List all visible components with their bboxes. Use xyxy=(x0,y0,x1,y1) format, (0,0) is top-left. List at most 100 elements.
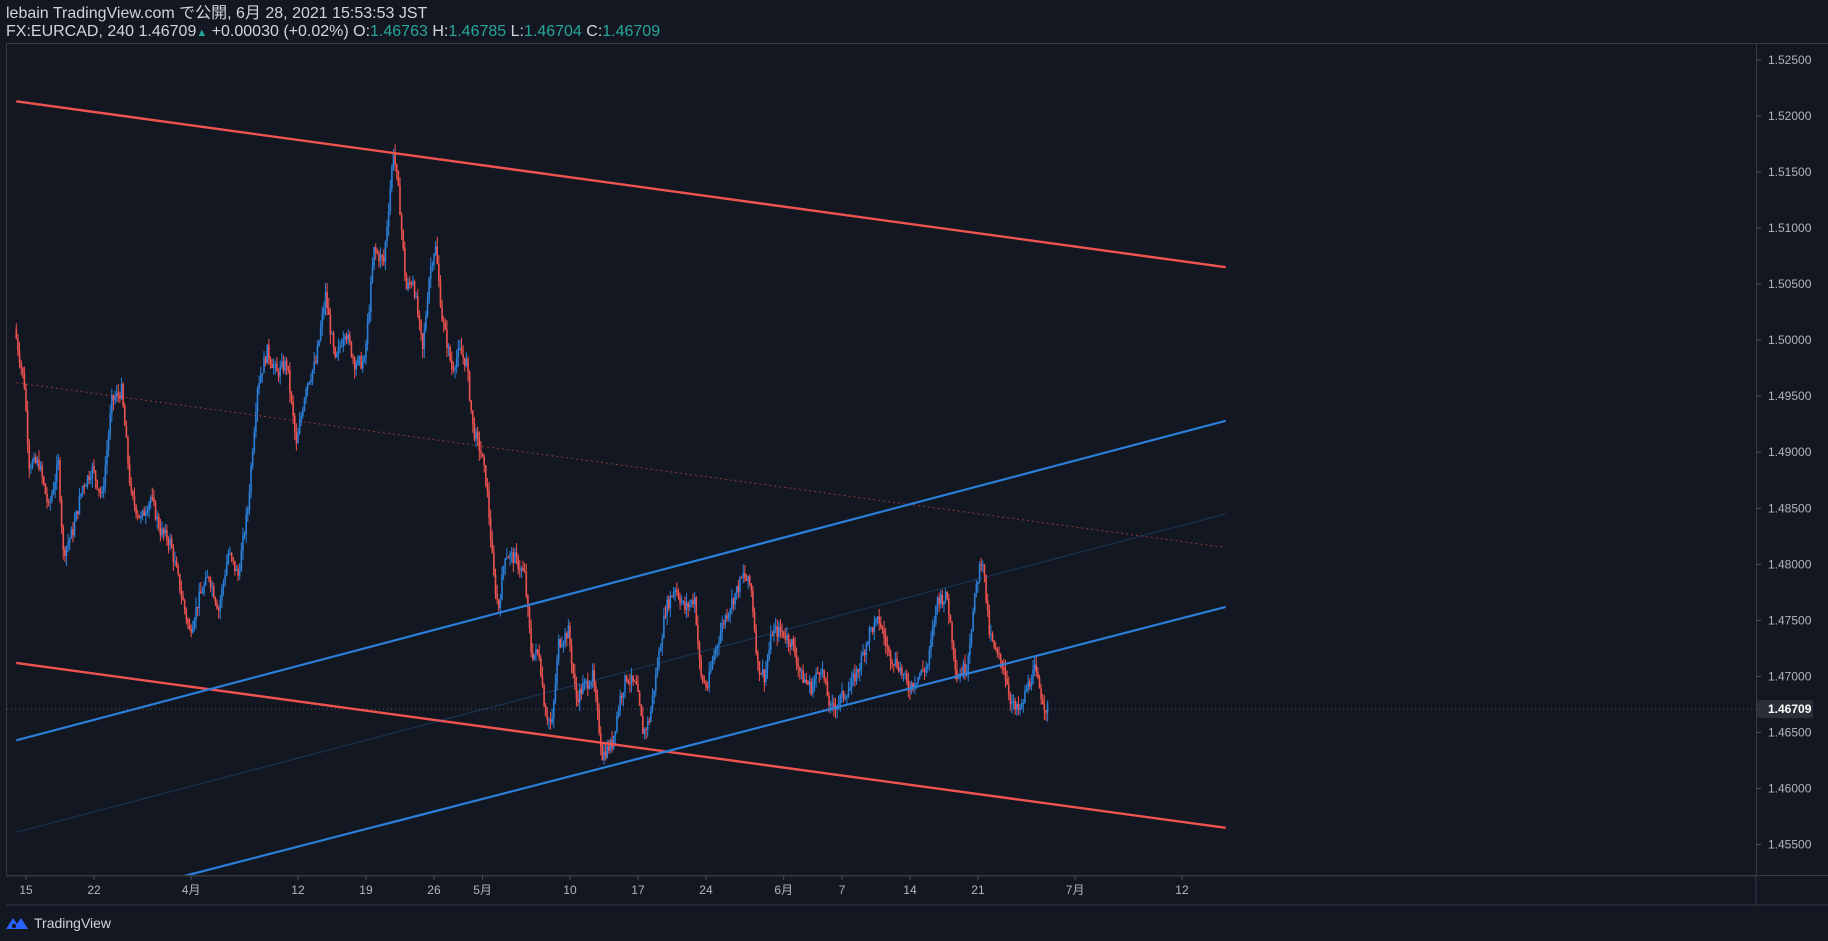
price-axis[interactable] xyxy=(1756,43,1828,876)
candle-body xyxy=(1032,669,1034,685)
candle xyxy=(91,462,94,488)
candle xyxy=(625,674,628,683)
candle xyxy=(522,560,524,572)
change-value: +0.00030 (+0.02%) xyxy=(211,23,349,40)
candle-body xyxy=(1017,704,1020,710)
candle-body xyxy=(75,511,77,522)
candle-body xyxy=(177,566,179,575)
close-label: C: xyxy=(586,23,603,40)
candle xyxy=(790,638,793,651)
candle xyxy=(242,527,244,560)
candle-body xyxy=(622,692,625,698)
candle-body xyxy=(284,360,286,371)
candle-body xyxy=(714,648,717,655)
candle-body xyxy=(591,669,594,683)
candle xyxy=(653,690,655,704)
candle xyxy=(106,440,108,475)
candle xyxy=(67,533,69,553)
candle xyxy=(795,647,798,671)
candle xyxy=(54,473,56,499)
candle-body xyxy=(656,667,659,674)
candle xyxy=(528,603,531,634)
candle-body xyxy=(640,704,643,716)
candle xyxy=(1017,696,1020,715)
candle-body xyxy=(221,588,223,601)
candle xyxy=(949,614,952,623)
y-tick-label: 1.46500 xyxy=(1768,725,1812,739)
candle-body xyxy=(540,658,542,677)
candle xyxy=(637,675,639,693)
x-tick-label: 6月 xyxy=(774,883,793,897)
candle-body xyxy=(1045,710,1047,713)
candle-body xyxy=(407,282,409,290)
candle xyxy=(413,279,416,300)
candle xyxy=(533,654,536,661)
candle-body xyxy=(336,352,338,357)
candle xyxy=(956,659,958,683)
candle xyxy=(340,338,343,348)
candle-body xyxy=(820,671,822,675)
candle-body xyxy=(549,719,552,723)
candle-body xyxy=(617,709,620,716)
candle xyxy=(64,546,66,562)
candle xyxy=(18,342,21,369)
candle xyxy=(561,636,563,648)
candle-body xyxy=(255,412,257,432)
candle xyxy=(43,475,45,487)
candle xyxy=(786,627,788,648)
candle xyxy=(656,657,659,678)
candle-body xyxy=(663,615,665,638)
candle xyxy=(781,623,783,639)
candle-body xyxy=(954,655,957,670)
candle xyxy=(23,366,26,391)
candle xyxy=(517,554,519,575)
candle xyxy=(107,429,110,458)
candle xyxy=(316,340,319,366)
candle xyxy=(162,527,165,541)
candle xyxy=(434,240,437,257)
candle xyxy=(159,518,162,542)
candle xyxy=(501,566,503,601)
candle-body xyxy=(792,639,795,645)
candle-body xyxy=(964,663,966,674)
candle-body xyxy=(627,680,630,684)
candle xyxy=(494,568,497,600)
candle xyxy=(970,628,973,648)
candle-body xyxy=(501,574,503,600)
candle-body xyxy=(510,552,513,554)
candle-body xyxy=(807,682,809,685)
candle xyxy=(603,742,605,765)
candle-body xyxy=(865,644,868,656)
candle xyxy=(1011,694,1013,714)
candle xyxy=(276,356,278,372)
candle-body xyxy=(64,549,66,557)
candle-body xyxy=(991,633,994,641)
candle-body xyxy=(567,625,570,639)
candle xyxy=(327,297,330,315)
candle-body xyxy=(162,528,165,534)
symbol-label[interactable]: FX:EURCAD, 240 xyxy=(6,23,135,40)
candle-body xyxy=(813,678,816,685)
candle-body xyxy=(410,283,413,285)
candle-body xyxy=(857,669,859,672)
candle-body xyxy=(926,664,929,668)
candle-body xyxy=(431,265,434,267)
trendline-red-channel-lower xyxy=(16,661,1226,829)
candle-body xyxy=(525,571,528,596)
candle xyxy=(543,683,545,708)
candle xyxy=(109,404,111,441)
candle xyxy=(844,693,847,701)
tradingview-brand[interactable]: TradingView xyxy=(34,915,112,931)
candle xyxy=(564,628,566,648)
candle-body xyxy=(185,609,188,620)
candle xyxy=(281,352,283,369)
candle xyxy=(580,684,583,701)
candle xyxy=(439,275,442,309)
candle-body xyxy=(849,687,851,692)
candle-body xyxy=(391,166,393,189)
last-price-badge: 1.46709 xyxy=(1757,700,1813,719)
candle-body xyxy=(546,715,549,720)
candle-body xyxy=(315,361,317,363)
candle xyxy=(734,592,736,610)
candle-body xyxy=(397,171,400,186)
